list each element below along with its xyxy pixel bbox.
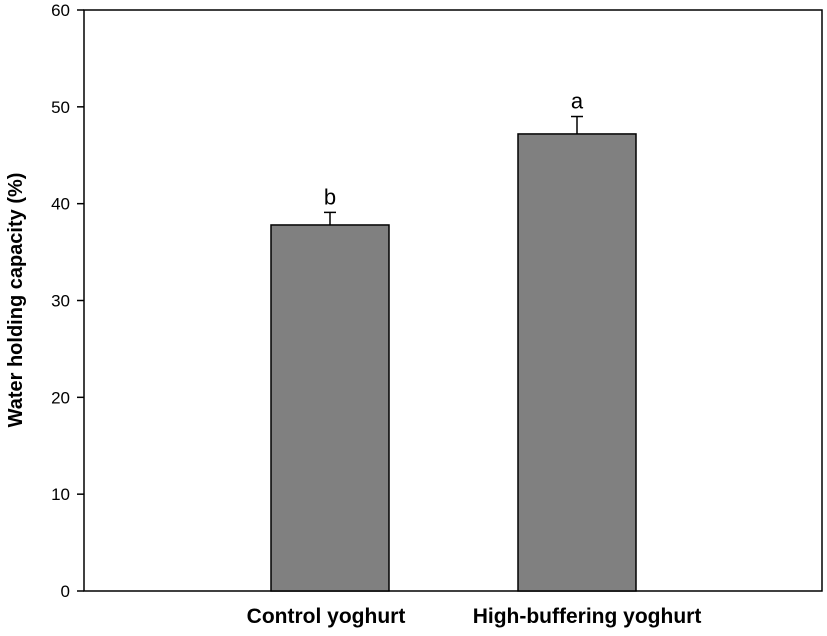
bars — [270, 133, 637, 592]
x-category-label: High-buffering yoghurt — [473, 605, 702, 628]
error-bars — [324, 115, 583, 225]
significance-letters: ba — [324, 89, 584, 210]
bar — [270, 224, 390, 592]
x-axis-category-labels: Control yoghurt High-buffering yoghurt — [247, 605, 702, 628]
y-axis-ticks: 0 10 20 30 40 50 60 — [51, 1, 84, 601]
y-tick-label: 30 — [51, 292, 70, 311]
y-tick-label: 10 — [51, 485, 70, 504]
y-tick-label: 50 — [51, 98, 70, 117]
y-tick-label: 20 — [51, 388, 70, 407]
y-axis-title: Water holding capacity (%) — [5, 173, 27, 428]
y-tick-label: 60 — [51, 1, 70, 20]
bar — [517, 133, 637, 592]
x-category-label: Control yoghurt — [247, 605, 406, 628]
significance-letter: a — [571, 89, 584, 114]
y-tick-label: 0 — [61, 582, 70, 601]
significance-letter: b — [324, 184, 336, 209]
y-tick-label: 40 — [51, 195, 70, 214]
plot-frame — [83, 9, 823, 592]
